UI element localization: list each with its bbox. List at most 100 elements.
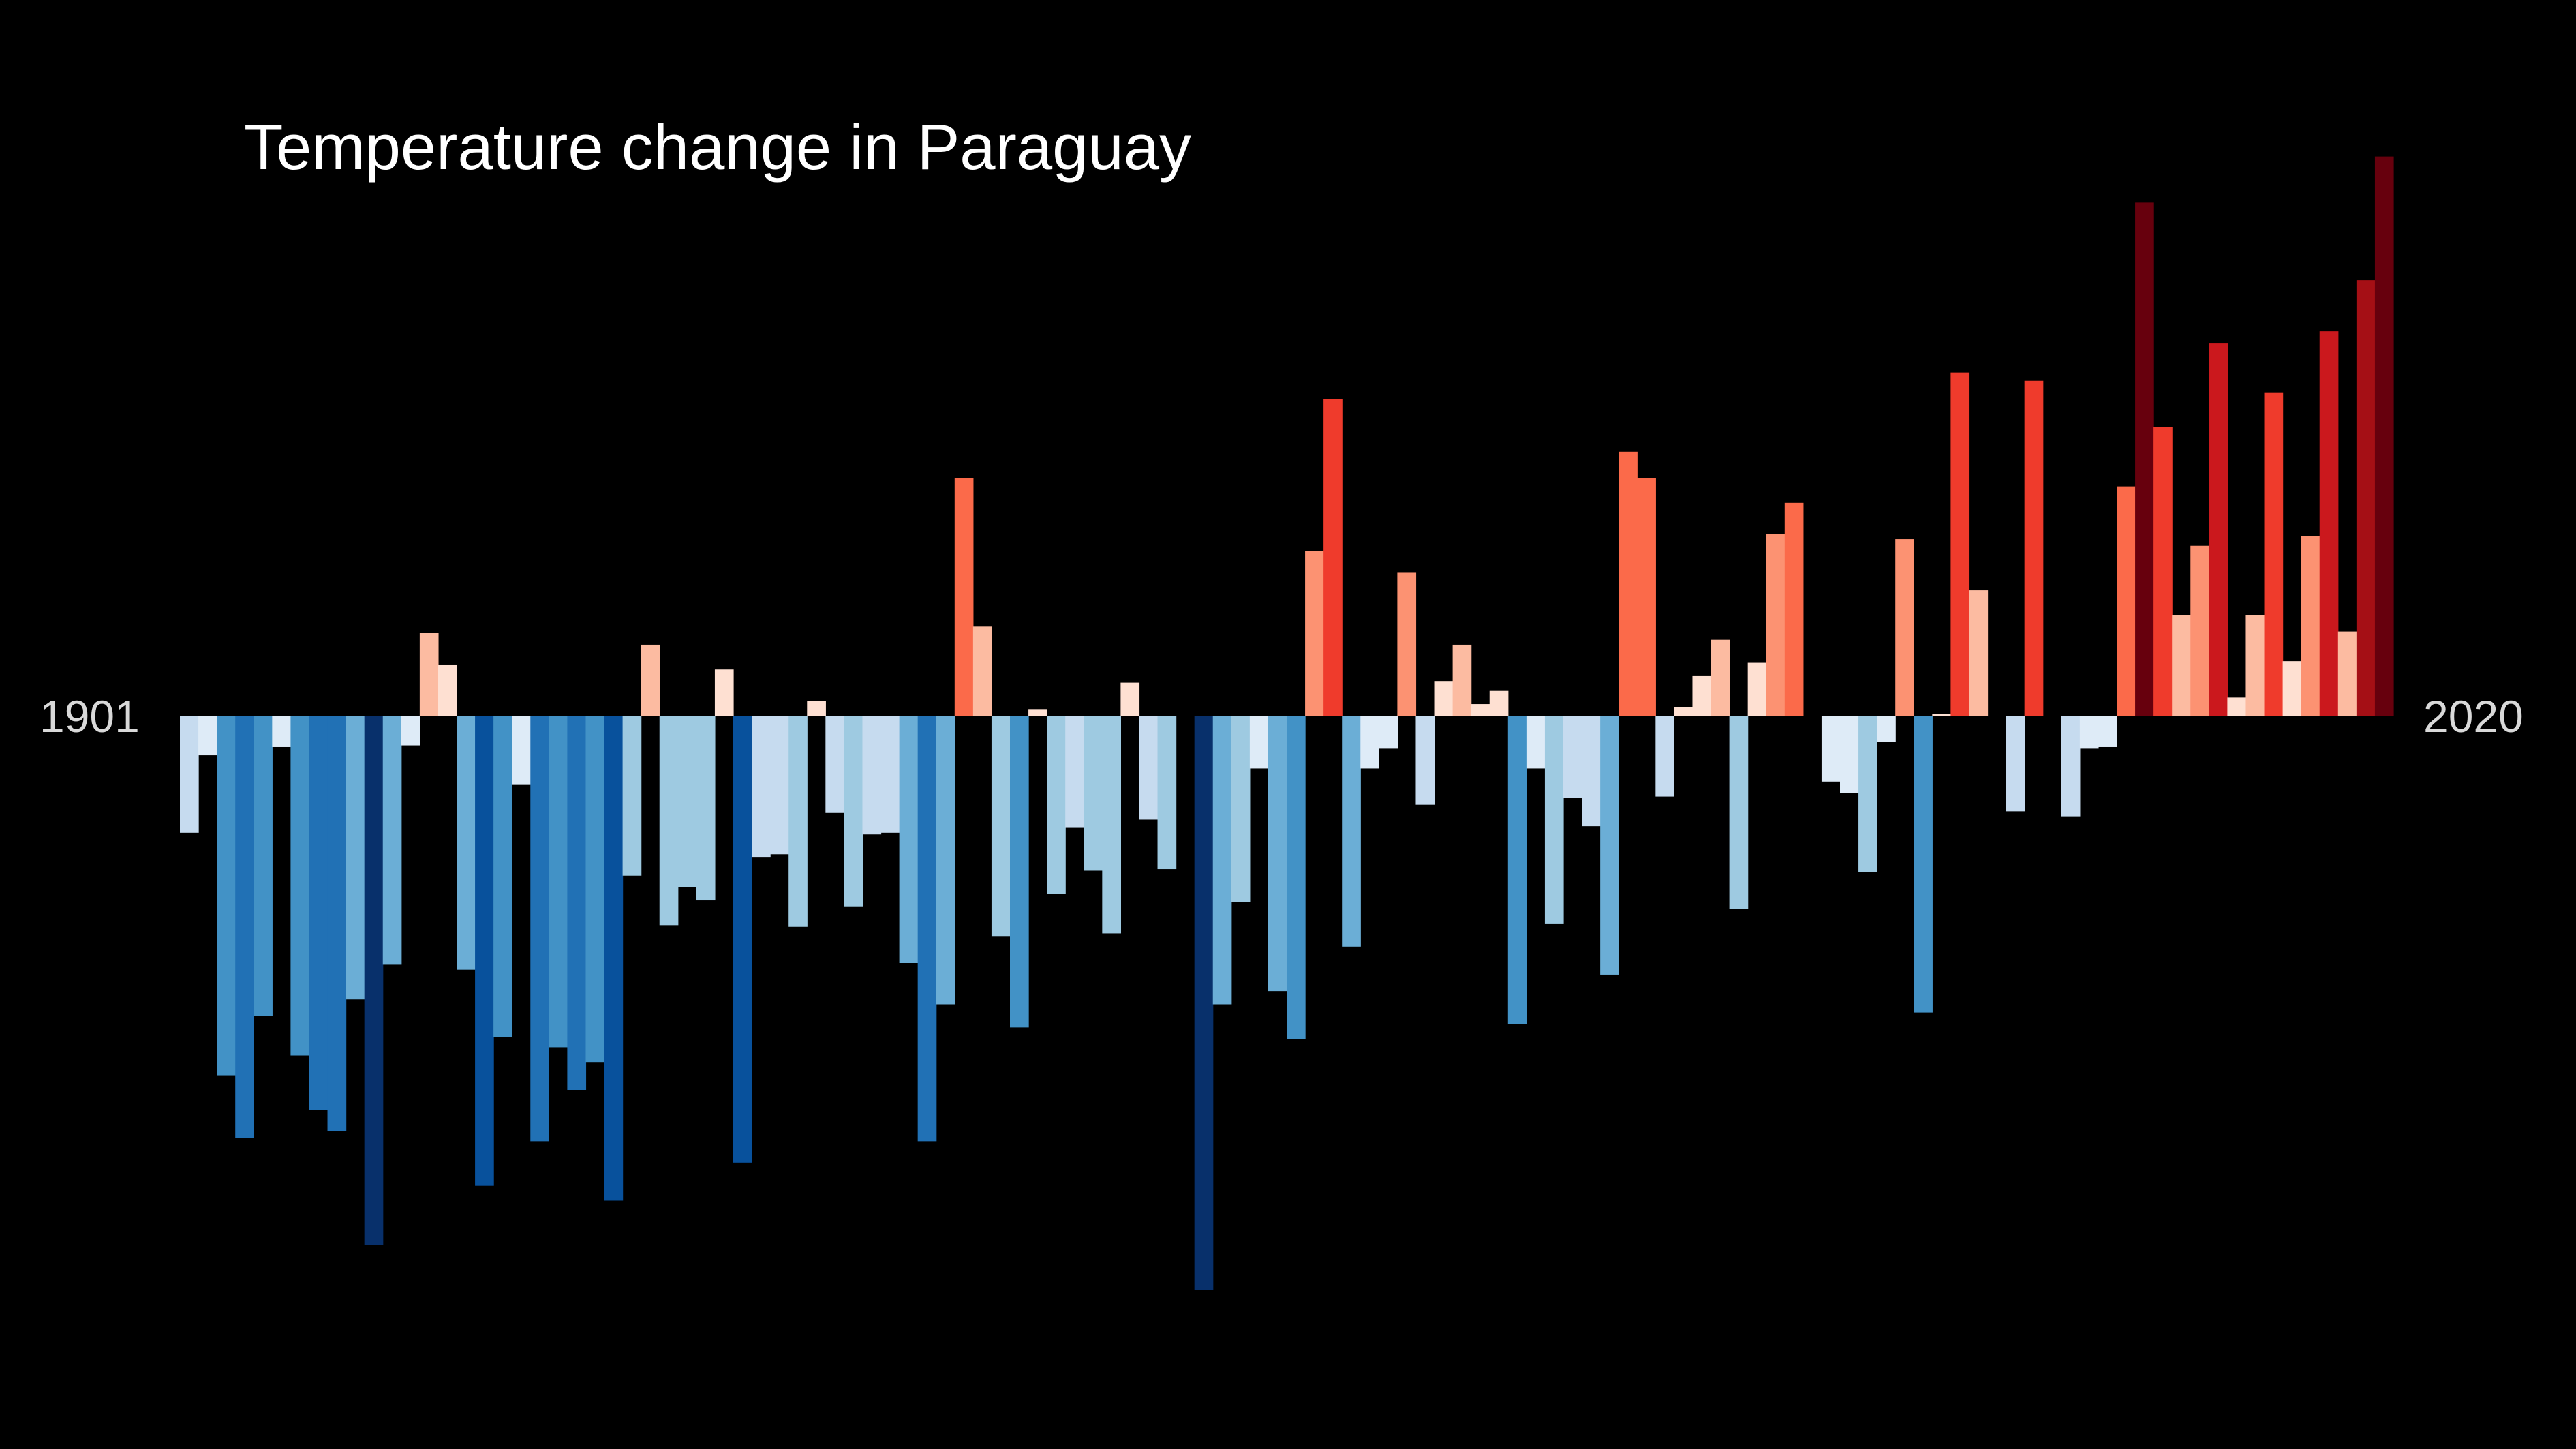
bar-1994 [1895,539,1914,716]
bar-1938 [862,716,882,835]
bar-1937 [844,716,863,907]
bar-1998 [1969,590,1989,716]
bar-1993 [1877,716,1896,742]
bar-1904 [235,716,254,1138]
bar-1939 [880,716,900,833]
bar-2015 [2282,661,2302,716]
bar-2014 [2264,392,2284,716]
bar-1949 [1065,716,1084,828]
bar-2005 [2098,716,2117,747]
bar-1943 [954,478,974,716]
bar-1996 [1932,714,1951,716]
bar-1910 [346,716,365,1000]
bar-2020 [2374,156,2394,716]
bar-1940 [899,716,919,963]
bar-1921 [549,716,568,1048]
bar-1992 [1858,716,1877,872]
bar-1991 [1840,716,1859,793]
bar-1917 [475,716,494,1186]
bar-1954 [1157,716,1177,870]
bar-1997 [1950,372,1970,716]
bar-1936 [825,716,844,813]
bar-1924 [604,716,624,1201]
bar-1931 [733,716,752,1163]
bar-1974 [1526,716,1546,769]
chart-title: Temperature change in Paraguay [244,111,1191,183]
bar-1915 [438,664,457,716]
bar-2001 [2024,380,2044,716]
bar-1948 [1047,716,1066,894]
bar-1984 [1711,639,1730,716]
bar-1902 [198,716,217,756]
bar-1941 [917,716,937,1142]
bar-2006 [2117,486,2136,716]
bar-2017 [2319,331,2339,716]
bar-1987 [1766,534,1785,716]
bar-1912 [382,716,402,965]
bar-2010 [2190,545,2209,716]
bar-1986 [1747,662,1767,716]
bar-1959 [1249,716,1269,769]
bar-1956 [1194,716,1214,1290]
bar-1970 [1452,644,1472,716]
bar-1977 [1582,716,1601,827]
bar-1951 [1102,716,1121,934]
bar-1945 [991,716,1011,937]
bar-1930 [714,669,734,716]
bar-1906 [272,716,291,747]
bar-2008 [2153,427,2173,716]
bar-1995 [1914,716,1933,1013]
bar-1901 [180,716,199,833]
bar-2003 [2061,716,2081,817]
bar-1965 [1360,716,1379,769]
bar-1946 [1010,716,1029,1028]
bar-1971 [1471,704,1490,716]
bar-1952 [1120,682,1140,716]
bar-1918 [493,716,512,1037]
bar-1919 [512,716,531,785]
bar-1909 [327,716,347,1131]
bar-2000 [2006,716,2025,812]
bar-2019 [2356,280,2376,716]
bar-1914 [419,633,439,716]
bar-1923 [585,716,605,1063]
bar-2016 [2301,536,2320,716]
bar-1973 [1507,716,1527,1024]
bar-1963 [1323,399,1343,716]
bars-group [180,156,2394,1290]
bar-1950 [1084,716,1103,871]
bar-1975 [1544,716,1564,924]
bar-2009 [2172,615,2191,716]
bar-1981 [1655,716,1674,797]
bar-1976 [1563,716,1582,798]
bar-1907 [290,716,310,1056]
bar-2012 [2227,697,2247,716]
end-year-label: 2020 [2423,691,2524,742]
bar-2007 [2135,202,2154,716]
bar-1927 [659,716,679,926]
bar-1988 [1784,502,1804,716]
bar-1922 [567,716,587,1090]
bar-2011 [2209,343,2228,716]
bar-1913 [401,716,420,746]
bar-1966 [1379,716,1398,749]
bar-1953 [1139,716,1159,820]
bar-1980 [1637,478,1656,716]
bar-1935 [807,701,826,716]
bar-1926 [641,644,660,716]
bar-1969 [1434,681,1454,716]
bar-2004 [2079,716,2099,749]
bar-1985 [1729,716,1749,909]
bar-1961 [1287,716,1306,1039]
bar-1920 [530,716,549,1142]
bar-1934 [788,716,808,927]
bar-1916 [457,716,476,970]
bar-1905 [254,716,273,1016]
bar-1983 [1692,675,1712,716]
bar-1932 [752,716,771,858]
bar-1928 [677,716,697,887]
bar-2013 [2245,615,2265,716]
bar-1964 [1342,716,1361,947]
bar-1960 [1268,716,1287,992]
